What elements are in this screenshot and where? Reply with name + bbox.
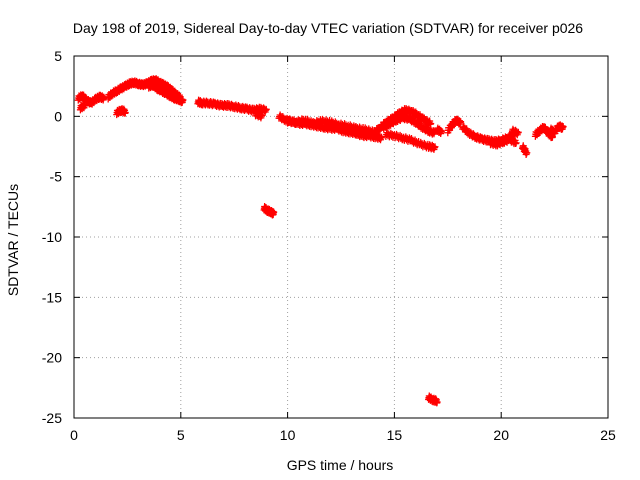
data-point bbox=[179, 96, 187, 104]
data-segment-7 bbox=[260, 203, 278, 219]
y-tick-label: 5 bbox=[54, 48, 62, 64]
data-segment-6 bbox=[252, 108, 266, 122]
data-segment-1 bbox=[76, 101, 89, 114]
data-point bbox=[270, 208, 278, 216]
data-point bbox=[437, 127, 445, 135]
data-point bbox=[433, 398, 441, 406]
data-point bbox=[121, 108, 129, 116]
data-segment-9 bbox=[284, 115, 377, 138]
data-point bbox=[523, 149, 531, 157]
x-tick-label: 5 bbox=[177, 427, 185, 443]
x-tick-label: 25 bbox=[600, 427, 616, 443]
data-point bbox=[512, 139, 520, 147]
data-point bbox=[431, 143, 439, 151]
data-segment-18 bbox=[508, 125, 522, 139]
data-segment-15 bbox=[444, 115, 465, 137]
data-point bbox=[258, 111, 266, 119]
data-segment-19 bbox=[519, 142, 531, 158]
data-point bbox=[262, 105, 270, 113]
grid bbox=[74, 56, 608, 418]
data-segment-21 bbox=[546, 121, 567, 138]
y-tick-label: -10 bbox=[42, 229, 62, 245]
data-segment-13 bbox=[425, 392, 441, 407]
data-point bbox=[81, 101, 89, 109]
x-tick-label: 10 bbox=[280, 427, 296, 443]
data-point bbox=[559, 122, 567, 130]
data-segment-14 bbox=[433, 124, 445, 138]
y-axis-label: SDTVAR / TECUs bbox=[5, 184, 21, 296]
data-point bbox=[514, 128, 522, 136]
data-segment-0 bbox=[74, 91, 108, 108]
data-segment-12 bbox=[382, 129, 439, 153]
data-point bbox=[427, 120, 435, 128]
chart-title: Day 198 of 2019, Sidereal Day-to-day VTE… bbox=[73, 20, 583, 36]
data-point bbox=[396, 131, 404, 139]
data-point bbox=[378, 133, 386, 141]
data-segment-3 bbox=[113, 105, 129, 119]
x-tick-label: 0 bbox=[70, 427, 78, 443]
data-segment-5 bbox=[194, 96, 270, 116]
y-tick-label: 0 bbox=[54, 108, 62, 124]
data-segment-4 bbox=[145, 80, 187, 107]
data-points bbox=[74, 75, 567, 407]
data-point bbox=[457, 118, 465, 126]
x-tick-label: 20 bbox=[493, 427, 509, 443]
y-tick-label: -25 bbox=[42, 410, 62, 426]
y-tick-label: -20 bbox=[42, 350, 62, 366]
data-segment-17 bbox=[487, 133, 520, 150]
y-tick-label: -15 bbox=[42, 289, 62, 305]
x-tick-label: 15 bbox=[387, 427, 403, 443]
axis-ticks: 0 5 10 15 20 25 5 0 -5 -10 -15 -20 -25 bbox=[42, 48, 616, 443]
x-axis-label: GPS time / hours bbox=[287, 457, 394, 473]
y-tick-label: -5 bbox=[50, 169, 63, 185]
